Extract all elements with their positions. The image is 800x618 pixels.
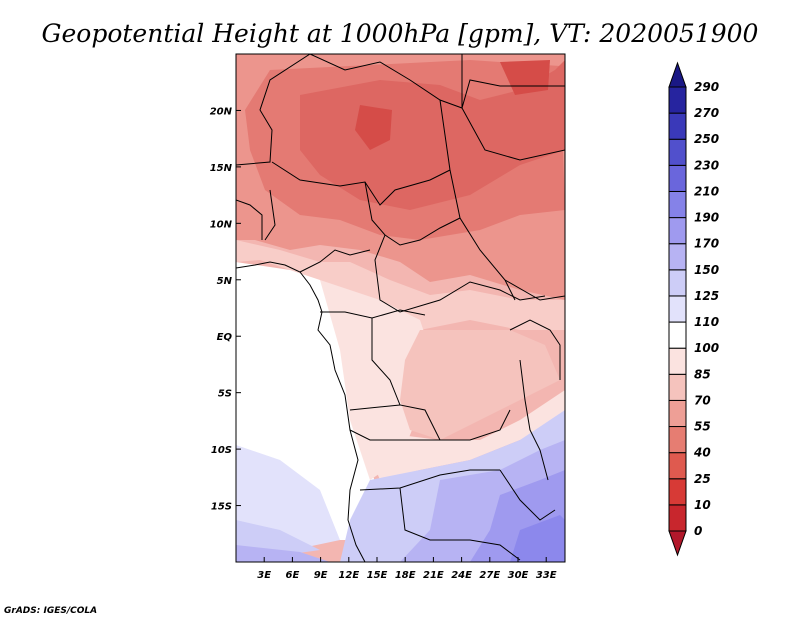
map-panel: 3E 6E 9E 12E 15E 18E 21E 24E 27E 30E 33E 20N 15N 10N… [210,53,566,581]
colorbar-level-label: 210 [694,184,719,198]
colorbar-level-label: 230 [694,158,719,172]
colorbar-box [668,399,687,428]
colorbar-lower-extend [668,530,687,557]
lon-tick-label: 9E [314,570,328,581]
colorbar-box [668,373,687,401]
colorbar-box [668,478,687,506]
lat-tick-labels: 20N 15N 10N 5N EQ 5S 10S 15S [210,106,241,513]
colorbar-level-label: 85 [694,367,711,381]
lon-tick-label: 24E [451,570,472,581]
colorbar-level-label: 290 [694,80,719,94]
colorbar-box [668,164,687,192]
colorbar-level-label: 0 [694,524,702,538]
lat-tick-label: 15N [210,163,233,174]
colorbar-level-label: 40 [693,446,711,460]
height-field [236,54,565,562]
lon-tick-label: 15E [367,570,388,581]
lat-tick-label: 5N [217,276,233,287]
lat-tick-label: 10S [211,445,232,456]
colorbar-box [668,269,687,297]
colorbar-level-label: 25 [694,472,711,486]
colorbar-level-label: 190 [694,211,719,225]
colorbar-level-label: 250 [694,132,719,146]
colorbar-upper-extend [668,61,687,88]
lon-tick-label: 27E [479,570,500,581]
chart-title: Geopotential Height at 1000hPa [gpm], VT… [42,19,759,48]
colorbar-level-label: 270 [694,106,719,120]
colorbar-box [668,138,687,166]
colorbar-level-label: 70 [694,393,711,407]
map-frame [235,53,566,563]
colorbar-level-label: 110 [694,315,719,329]
colorbar-box [668,86,687,114]
lat-tick-label: 15S [211,502,232,513]
lon-tick-label: 12E [338,570,359,581]
colorbar-box [668,347,687,375]
colorbar-box [668,243,687,271]
lon-tick-label: 30E [508,570,529,581]
colorbar-level-label: 150 [694,263,719,277]
lon-tick-label: 6E [286,570,300,581]
colorbar-box [668,112,687,140]
colorbar-box [668,295,687,323]
lon-tick-label: 18E [395,570,416,581]
lat-tick-label: EQ [217,332,233,343]
lat-tick-label: 10N [210,219,233,230]
lon-tick-label: 33E [536,570,557,581]
lat-tick-label: 5S [218,389,232,400]
colorbar-box [668,504,687,532]
colorbar-box [668,190,687,219]
lon-tick-labels: 3E 6E 9E 12E 15E 18E 21E 24E 27E 30E 33E [257,557,557,581]
colorbar-level-label: 100 [694,341,719,355]
colorbar-level-label: 55 [694,420,711,434]
colorbar-box [668,217,687,245]
grads-credit: GrADS: IGES/COLA [4,606,97,616]
lon-tick-label: 3E [257,570,271,581]
lon-tick-label: 21E [423,570,444,581]
colorbar-box [668,426,687,454]
colorbar-box [668,452,687,480]
colorbar-box [668,321,687,349]
colorbar-level-label: 170 [694,237,719,251]
colorbar-level-label: 10 [694,498,711,512]
colorbar: 0 10 25 40 55 70 85 100 110 125 150 170 190 210 230 250… [668,61,719,557]
lat-tick-label: 20N [210,106,233,117]
colorbar-level-label: 125 [694,289,719,303]
